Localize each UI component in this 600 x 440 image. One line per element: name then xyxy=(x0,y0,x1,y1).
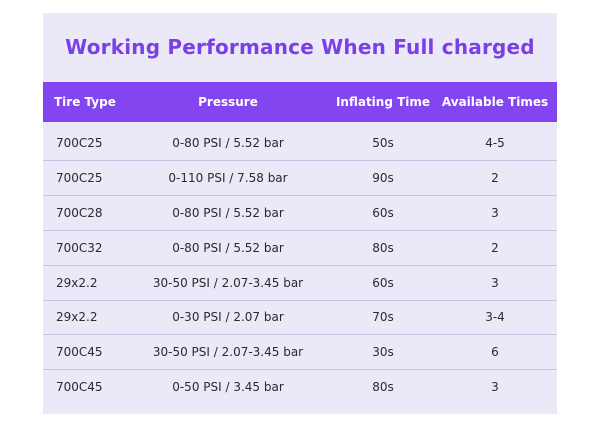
table-row: 700C32 0-80 PSI / 5.52 bar 80s 2 xyxy=(43,232,557,266)
header-tire-type: Tire Type xyxy=(54,95,116,109)
cell-tire-type: 700C25 xyxy=(56,136,103,150)
cell-tire-type: 29x2.2 xyxy=(56,276,98,290)
cell-tire-type: 700C32 xyxy=(56,241,103,255)
table-row: 700C45 30-50 PSI / 2.07-3.45 bar 30s 6 xyxy=(43,336,557,370)
cell-pressure: 0-80 PSI / 5.52 bar xyxy=(172,206,284,220)
table-row: 700C28 0-80 PSI / 5.52 bar 60s 3 xyxy=(43,197,557,231)
cell-pressure: 0-80 PSI / 5.52 bar xyxy=(172,241,284,255)
cell-tire-type: 700C45 xyxy=(56,345,103,359)
cell-available-times: 3-4 xyxy=(485,310,505,324)
cell-pressure: 30-50 PSI / 2.07-3.45 bar xyxy=(152,345,304,359)
cell-tire-type: 700C25 xyxy=(56,171,103,185)
cell-available-times: 4-5 xyxy=(485,136,505,150)
cell-available-times: 2 xyxy=(491,241,499,255)
cell-available-times: 3 xyxy=(491,206,499,220)
cell-inflating-time: 60s xyxy=(372,206,394,220)
table-row: 29x2.2 0-30 PSI / 2.07 bar 70s 3-4 xyxy=(43,301,557,335)
table-row: 29x2.2 30-50 PSI / 2.07-3.45 bar 60s 3 xyxy=(43,267,557,301)
header-inflating-time: Inflating Time xyxy=(335,95,431,109)
table-row: 700C25 0-110 PSI / 7.58 bar 90s 2 xyxy=(43,162,557,196)
table-header: Tire Type Pressure Inflating Time Availa… xyxy=(43,82,557,122)
performance-table-card: Working Performance When Full charged Ti… xyxy=(43,13,557,414)
cell-inflating-time: 30s xyxy=(372,345,394,359)
cell-tire-type: 700C28 xyxy=(56,206,103,220)
cell-inflating-time: 80s xyxy=(372,380,394,394)
cell-tire-type: 700C45 xyxy=(56,380,103,394)
cell-pressure: 0-30 PSI / 2.07 bar xyxy=(172,310,284,324)
cell-available-times: 3 xyxy=(491,380,499,394)
table-title: Working Performance When Full charged xyxy=(65,35,535,59)
header-available-times: Available Times xyxy=(441,95,549,109)
cell-available-times: 6 xyxy=(491,345,499,359)
cell-inflating-time: 90s xyxy=(372,171,394,185)
cell-pressure: 0-80 PSI / 5.52 bar xyxy=(172,136,284,150)
cell-available-times: 3 xyxy=(491,276,499,290)
header-pressure: Pressure xyxy=(198,95,258,109)
cell-pressure: 30-50 PSI / 2.07-3.45 bar xyxy=(152,276,304,290)
table-row: 700C45 0-50 PSI / 3.45 bar 80s 3 xyxy=(43,371,557,405)
cell-inflating-time: 80s xyxy=(372,241,394,255)
cell-tire-type: 29x2.2 xyxy=(56,310,98,324)
cell-pressure: 0-50 PSI / 3.45 bar xyxy=(172,380,284,394)
cell-pressure: 0-110 PSI / 7.58 bar xyxy=(168,171,288,185)
cell-inflating-time: 60s xyxy=(372,276,394,290)
cell-inflating-time: 70s xyxy=(372,310,394,324)
cell-available-times: 2 xyxy=(491,171,499,185)
table-row: 700C25 0-80 PSI / 5.52 bar 50s 4-5 xyxy=(43,127,557,161)
cell-inflating-time: 50s xyxy=(372,136,394,150)
